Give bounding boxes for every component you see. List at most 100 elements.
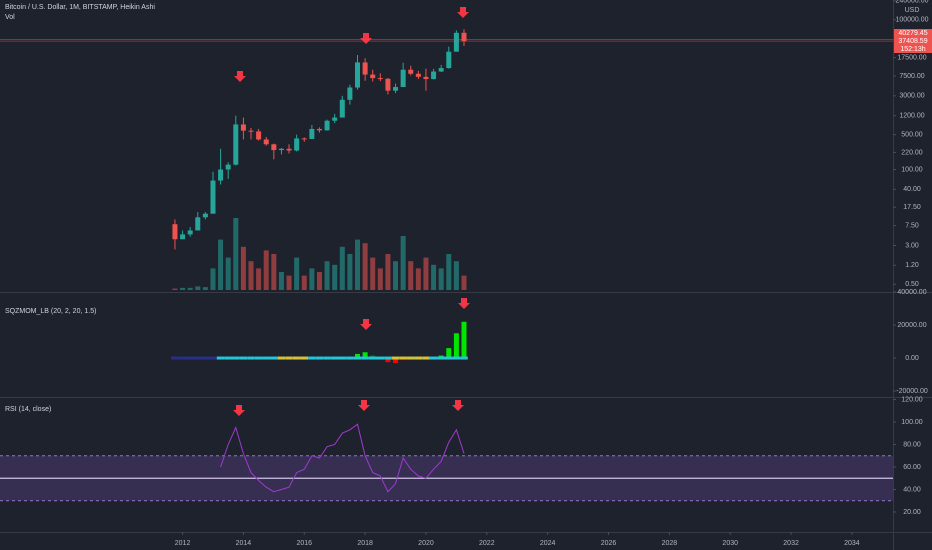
squeeze-dot bbox=[193, 356, 202, 360]
volume-bar bbox=[271, 254, 277, 290]
squeeze-dot bbox=[308, 356, 316, 360]
candle-body bbox=[347, 87, 353, 100]
momentum-bar bbox=[446, 348, 452, 359]
volume-bar bbox=[324, 261, 330, 290]
candle-body bbox=[286, 148, 292, 151]
candle-body bbox=[438, 68, 444, 72]
candle-body bbox=[218, 169, 224, 181]
price-label: 40279.45 bbox=[898, 30, 927, 37]
candle-body bbox=[339, 99, 345, 118]
volume-bar bbox=[339, 246, 345, 290]
volume-bar bbox=[355, 239, 361, 290]
y-tick-label: -20000.00 bbox=[896, 388, 928, 395]
squeeze-dot bbox=[346, 356, 354, 360]
price-label: 37408.59 bbox=[898, 38, 927, 45]
y-tick-label: 1200.00 bbox=[899, 113, 924, 120]
momentum-bar bbox=[362, 352, 368, 359]
volume-bar bbox=[316, 272, 322, 290]
squeeze-dot bbox=[285, 356, 293, 360]
y-tick-label: 100.00 bbox=[901, 166, 923, 173]
squeeze-dot bbox=[315, 356, 324, 360]
squeeze-dot bbox=[353, 356, 362, 360]
volume-bar bbox=[461, 275, 467, 290]
momentum-bar bbox=[355, 353, 361, 359]
candle-body bbox=[461, 32, 467, 42]
y-tick-label: 7.50 bbox=[905, 222, 919, 229]
momentum-bar bbox=[453, 333, 459, 359]
momentum-bar bbox=[393, 358, 399, 363]
volume-bar bbox=[233, 218, 239, 290]
candle-body bbox=[271, 144, 277, 151]
y-tick-label: 17.50 bbox=[903, 204, 921, 211]
volume-bar bbox=[423, 257, 429, 290]
x-tick-label: 2014 bbox=[236, 540, 252, 547]
y-tick-label: 7500.00 bbox=[899, 73, 924, 80]
volume-bar bbox=[195, 286, 201, 290]
y-tick-label: 20000.00 bbox=[897, 322, 926, 329]
rsi-line bbox=[220, 423, 465, 493]
candle-body bbox=[294, 138, 300, 151]
volume-bar bbox=[256, 268, 262, 290]
volume-bar bbox=[172, 288, 178, 290]
y-tick-label: 500.00 bbox=[901, 131, 923, 138]
squeeze-dot bbox=[186, 356, 194, 360]
candle-body bbox=[225, 164, 231, 170]
volume-bar bbox=[263, 250, 269, 290]
arrow bbox=[358, 400, 370, 411]
candle-body bbox=[393, 87, 399, 91]
volume-bar bbox=[400, 236, 406, 290]
volume-bar bbox=[218, 239, 224, 290]
x-tick-label: 2024 bbox=[540, 540, 556, 547]
y-tick-label: 60.00 bbox=[903, 464, 921, 471]
squeeze-dot bbox=[399, 356, 407, 360]
arrow bbox=[360, 319, 372, 330]
x-tick-label: 2016 bbox=[296, 540, 312, 547]
candle-body bbox=[278, 148, 284, 151]
x-tick-label: 2026 bbox=[601, 540, 617, 547]
squeeze-dot bbox=[232, 356, 240, 360]
candle-body bbox=[332, 117, 338, 121]
volume-bar bbox=[438, 268, 444, 290]
y-tick-label: 20.00 bbox=[903, 509, 921, 516]
squeeze-dot bbox=[391, 356, 400, 360]
candle-body bbox=[248, 130, 254, 132]
arrow bbox=[457, 7, 469, 18]
x-tick-label: 2018 bbox=[357, 540, 373, 547]
squeeze-dot bbox=[323, 356, 331, 360]
volume-bar bbox=[309, 268, 315, 290]
y-tick-label: 40.00 bbox=[903, 186, 921, 193]
candle-body bbox=[210, 180, 216, 214]
y-tick-label: 240000.00 bbox=[895, 0, 928, 5]
volume-bar bbox=[415, 268, 421, 290]
unit-label: USD bbox=[905, 7, 920, 14]
x-tick-label: 2034 bbox=[844, 540, 860, 547]
y-tick-label: 40000.00 bbox=[897, 289, 926, 296]
squeeze-dot bbox=[209, 356, 217, 360]
price-label-box bbox=[894, 37, 932, 45]
volume-bar bbox=[278, 272, 284, 290]
candle-body bbox=[324, 120, 330, 131]
volume-bar bbox=[347, 254, 353, 290]
squeeze-dot bbox=[406, 356, 415, 360]
candle-body bbox=[195, 217, 201, 231]
volume-bar bbox=[393, 261, 399, 290]
squeeze-dot bbox=[444, 356, 453, 360]
squeeze-dot bbox=[292, 356, 301, 360]
volume-bar bbox=[377, 268, 383, 290]
volume-bar bbox=[370, 257, 376, 290]
squeeze-dot bbox=[368, 356, 377, 360]
candle-body bbox=[453, 32, 459, 52]
candle-body bbox=[263, 139, 269, 145]
volume-bar bbox=[453, 261, 459, 290]
x-tick-label: 2020 bbox=[418, 540, 434, 547]
candle-body bbox=[431, 71, 437, 80]
candle-body bbox=[446, 51, 452, 69]
candle-body bbox=[423, 76, 429, 80]
candle-body bbox=[180, 234, 186, 240]
squeeze-dot bbox=[437, 356, 445, 360]
y-tick-label: 0.00 bbox=[905, 355, 919, 362]
x-tick-label: 2028 bbox=[662, 540, 678, 547]
volume-bar bbox=[202, 287, 208, 290]
squeeze-dot bbox=[376, 356, 385, 360]
candle-body bbox=[233, 124, 239, 165]
